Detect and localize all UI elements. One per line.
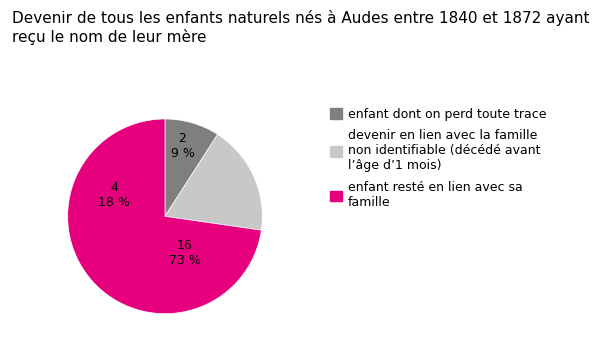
- Legend: enfant dont on perd toute trace, devenir en lien avec la famille
non identifiabl: enfant dont on perd toute trace, devenir…: [330, 107, 546, 209]
- Text: 4
18 %: 4 18 %: [98, 181, 130, 209]
- Text: Devenir de tous les enfants naturels nés à Audes entre 1840 et 1872 ayant
reçu l: Devenir de tous les enfants naturels nés…: [12, 10, 589, 45]
- Text: 2
9 %: 2 9 %: [170, 132, 194, 160]
- Text: 16
73 %: 16 73 %: [169, 239, 200, 267]
- Wedge shape: [165, 119, 218, 216]
- Wedge shape: [68, 119, 262, 314]
- Wedge shape: [165, 135, 262, 230]
